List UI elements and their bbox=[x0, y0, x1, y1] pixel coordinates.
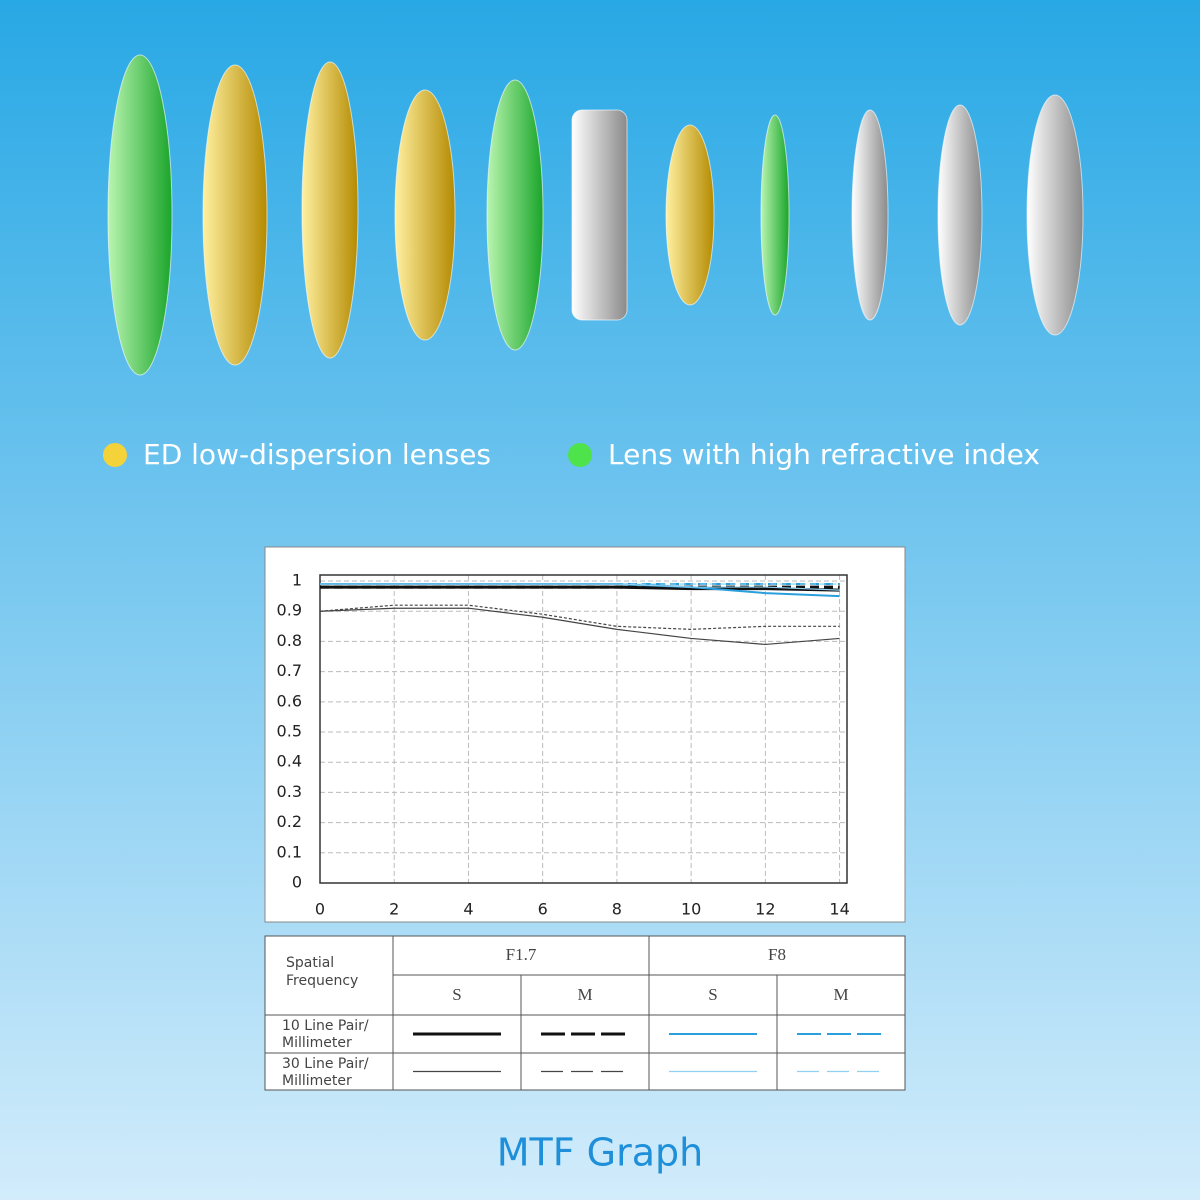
plot-border bbox=[319, 574, 848, 884]
y-tick-label: 0.8 bbox=[277, 631, 302, 650]
mode-label: S bbox=[452, 985, 461, 1004]
aperture-label: F8 bbox=[768, 945, 786, 964]
x-tick-label: 12 bbox=[755, 900, 775, 919]
series-line bbox=[319, 607, 840, 646]
legend-label: ED low-dispersion lenses bbox=[143, 438, 491, 471]
y-tick-label: 0.4 bbox=[277, 752, 302, 771]
x-tick-label: 14 bbox=[829, 900, 849, 919]
table-header: Frequency bbox=[286, 973, 358, 989]
y-tick-label: 0.9 bbox=[277, 601, 302, 620]
chart-title: MTF Graph bbox=[497, 1131, 704, 1175]
mode-label: M bbox=[577, 985, 592, 1004]
x-tick-label: 2 bbox=[389, 900, 399, 919]
y-tick-label: 0.1 bbox=[277, 842, 302, 861]
table-header: Spatial bbox=[286, 955, 334, 971]
y-tick-label: 0.5 bbox=[277, 722, 302, 741]
series-line bbox=[320, 583, 840, 591]
y-tick-label: 0.6 bbox=[277, 691, 302, 710]
x-tick-label: 10 bbox=[681, 900, 701, 919]
y-tick-label: 0.7 bbox=[277, 661, 302, 680]
row-label: Millimeter bbox=[282, 1073, 352, 1089]
row-label: 30 Line Pair/ bbox=[282, 1056, 369, 1072]
legend-table bbox=[264, 935, 906, 1091]
row-label: Millimeter bbox=[282, 1035, 352, 1051]
aperture-label: F1.7 bbox=[506, 945, 537, 964]
y-tick-label: 0 bbox=[292, 873, 302, 892]
chart-frame bbox=[264, 546, 906, 923]
row-label: 10 Line Pair/ bbox=[282, 1018, 369, 1034]
legend-dot bbox=[568, 443, 592, 467]
y-tick-label: 0.3 bbox=[277, 782, 302, 801]
x-tick-label: 0 bbox=[315, 900, 325, 919]
x-tick-label: 6 bbox=[538, 900, 548, 919]
x-tick-label: 4 bbox=[463, 900, 473, 919]
mode-label: S bbox=[708, 985, 717, 1004]
y-tick-label: 0.2 bbox=[277, 812, 302, 831]
lens-illustration bbox=[107, 54, 1084, 376]
legend-dot bbox=[103, 443, 127, 467]
series-line bbox=[319, 604, 840, 630]
mode-label: M bbox=[833, 985, 848, 1004]
x-tick-label: 8 bbox=[612, 900, 622, 919]
legend-label: Lens with high refractive index bbox=[608, 438, 1040, 471]
y-tick-label: 1 bbox=[292, 571, 302, 590]
